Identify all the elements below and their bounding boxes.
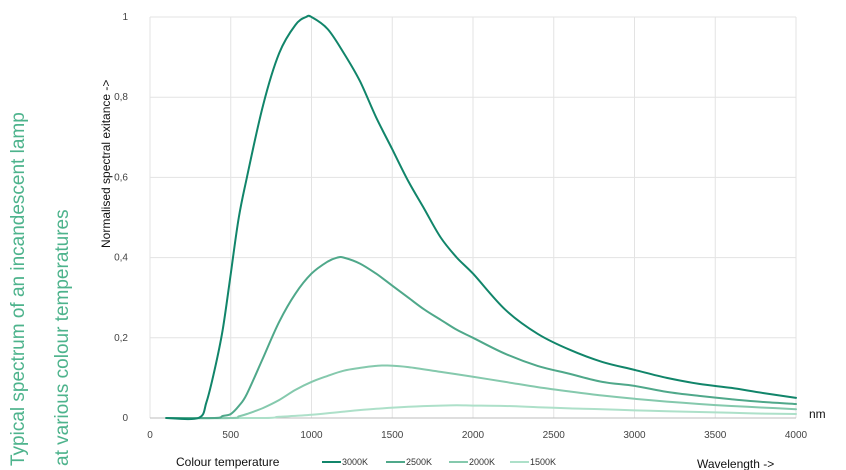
- legend-label-3000K: 3000K: [342, 457, 368, 467]
- series-line-3000K: [165, 14, 797, 421]
- legend-label-1500K: 1500K: [530, 457, 556, 467]
- x-tick-labels: 0 500 1000 1500 2000 2500 3000 3500 4000: [147, 430, 807, 441]
- y-tick-label: 0,4: [114, 253, 128, 264]
- series-line-2500K: [165, 255, 797, 420]
- grid: [149, 16, 797, 419]
- y-tick-label: 0,6: [114, 172, 128, 183]
- x-tick-label: 2000: [462, 430, 485, 441]
- x-tick-label: 3500: [704, 430, 727, 441]
- x-tick-label: 1500: [381, 430, 404, 441]
- x-tick-label: 3000: [623, 430, 646, 441]
- legend-title: Colour temperature: [176, 455, 280, 469]
- x-tick-label: 2500: [543, 430, 566, 441]
- x-tick-label: 1000: [300, 430, 323, 441]
- x-tick-label: 0: [147, 430, 153, 441]
- y-tick-label: 0,8: [114, 92, 128, 103]
- x-tick-label: 500: [222, 430, 239, 441]
- y-tick-label: 0,2: [114, 333, 128, 344]
- x-tick-label: 4000: [785, 430, 808, 441]
- legend-label-2000K: 2000K: [469, 457, 495, 467]
- legend-label-2500K: 2500K: [406, 457, 432, 467]
- series-lines: [165, 14, 797, 421]
- x-axis-label: Wavelength ->: [697, 457, 774, 470]
- y-tick-label: 0: [122, 413, 128, 424]
- series-line-1500K: [165, 404, 797, 420]
- y-tick-label: 1: [122, 12, 128, 23]
- y-tick-labels: 0 0,2 0,4 0,6 0,8 1: [114, 12, 128, 424]
- series-line-2000K: [165, 364, 797, 420]
- x-unit-label: nm: [809, 407, 826, 421]
- legend: 3000K 2500K 2000K 1500K: [322, 457, 556, 467]
- y-axis-label: Normalised spectral exitance ->: [99, 80, 113, 248]
